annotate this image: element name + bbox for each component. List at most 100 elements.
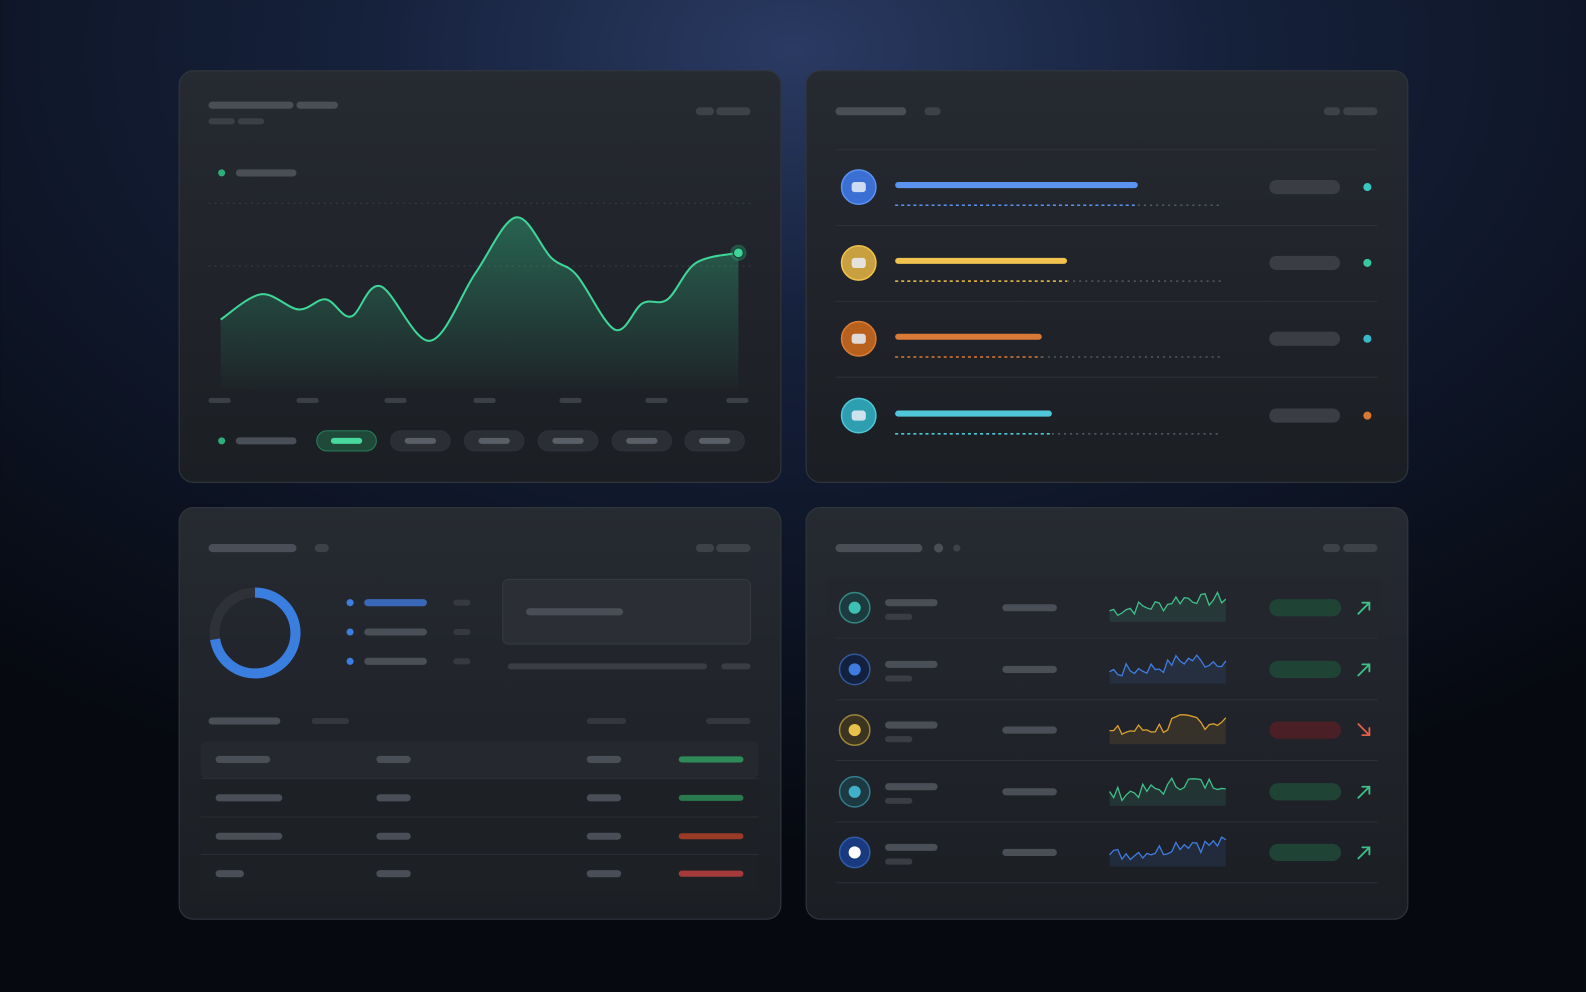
asset-glyph [848, 663, 861, 676]
trend-arrow [1357, 663, 1371, 677]
change-pill [1269, 599, 1342, 617]
panels [178, 70, 1409, 920]
placeholder [364, 628, 427, 636]
x-tick [208, 397, 231, 403]
placeholder [507, 663, 708, 670]
placeholder [924, 107, 941, 116]
sparkline [1109, 836, 1227, 861]
placeholder [698, 437, 731, 444]
placeholder [1002, 665, 1057, 673]
placeholder [296, 101, 338, 109]
placeholder [885, 721, 938, 729]
placeholder [208, 544, 297, 553]
placeholder [885, 783, 938, 791]
placeholder [586, 832, 622, 840]
legend-dot [346, 599, 354, 607]
dot [953, 544, 961, 552]
placeholder [885, 736, 913, 743]
placeholder [586, 794, 622, 802]
placeholder [1002, 726, 1057, 734]
change-pill [1269, 783, 1342, 801]
placeholder [586, 870, 622, 878]
trend-arrow [1357, 601, 1371, 615]
placeholder [1322, 544, 1341, 553]
change-pill [1269, 721, 1342, 739]
progress-bar [895, 257, 1068, 264]
placeholder [716, 544, 751, 553]
placeholder [376, 870, 411, 878]
status-bar [678, 794, 744, 801]
status-dot [1363, 411, 1372, 420]
placeholder [695, 544, 715, 553]
icon-glyph [851, 257, 866, 268]
placeholder [1343, 107, 1378, 116]
status-bar [678, 756, 744, 763]
legend-dot [346, 628, 354, 636]
placeholder [885, 858, 913, 865]
x-tick [296, 397, 319, 403]
status-pill [1269, 255, 1341, 270]
progress-bar [895, 333, 1042, 340]
placeholder [552, 437, 584, 444]
status-dot [1363, 258, 1372, 267]
placeholder [1002, 848, 1057, 856]
placeholder [885, 660, 938, 668]
placeholder [208, 118, 235, 125]
placeholder [716, 107, 751, 116]
x-tick [726, 397, 749, 403]
placeholder [885, 613, 913, 620]
sparkline-area [1109, 778, 1226, 806]
sparkline-area [1109, 714, 1226, 745]
placeholder [721, 663, 751, 670]
placeholder [215, 755, 271, 763]
placeholder [885, 797, 913, 804]
placeholder [695, 107, 715, 116]
asset-glyph [848, 601, 861, 614]
asset-glyph [848, 846, 861, 859]
placeholder [1002, 604, 1057, 612]
status-bar [678, 833, 744, 840]
icon-glyph [851, 182, 866, 193]
placeholder [215, 832, 283, 840]
placeholder [208, 717, 281, 725]
placeholder [586, 755, 622, 763]
status-dot [1363, 334, 1372, 343]
placeholder [1002, 788, 1057, 796]
placeholder [208, 101, 294, 109]
placeholder [706, 717, 751, 725]
placeholder [885, 599, 938, 607]
trend-arrow [1357, 785, 1371, 799]
legend-dot [218, 169, 226, 177]
asset-glyph [848, 785, 861, 798]
summary-box [502, 578, 752, 645]
placeholder [453, 658, 471, 665]
legend-dot [218, 437, 226, 445]
progress-bar [895, 182, 1138, 189]
trend-arrow [1357, 723, 1371, 737]
placeholder [453, 628, 471, 636]
placeholder [453, 599, 471, 606]
placeholder [1323, 107, 1341, 116]
placeholder [404, 437, 437, 444]
end-point [732, 246, 745, 259]
placeholder [478, 437, 510, 444]
progress-bar [895, 410, 1052, 417]
icon-glyph [851, 333, 866, 344]
trend-arrow [1357, 846, 1371, 860]
change-pill [1269, 660, 1342, 679]
sparkline-area [1109, 592, 1226, 622]
table-header [200, 741, 759, 779]
change-pill [1269, 843, 1342, 862]
status-bar [678, 870, 744, 877]
x-tick [559, 397, 582, 403]
placeholder [586, 717, 627, 725]
placeholder [885, 843, 938, 851]
x-tick [645, 397, 668, 403]
placeholder [1343, 544, 1378, 553]
dot [934, 543, 944, 553]
sparkline [1109, 590, 1227, 617]
placeholder [237, 118, 265, 125]
